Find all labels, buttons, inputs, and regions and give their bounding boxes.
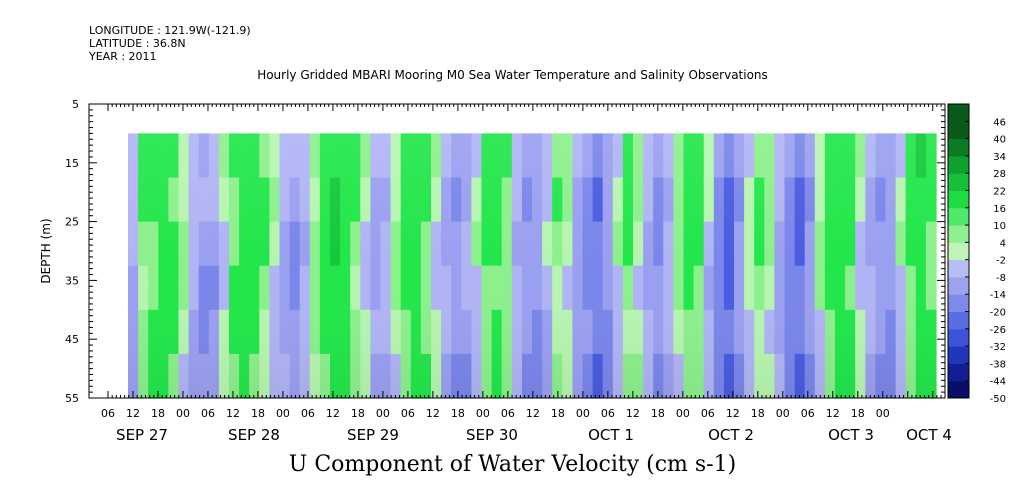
- x-axis: 06 12 18 00 06 12 18 00 06 12 18 00 06 12 18 00 06 12 18 00…: [101, 104, 952, 444]
- colorbar-tick-label: -38: [990, 359, 1006, 370]
- x-hour-label: 12: [826, 407, 840, 420]
- x-day-label: SEP 28: [228, 426, 280, 444]
- colorbar-tick-label: -44: [990, 377, 1006, 388]
- x-hour-label: 06: [501, 407, 515, 420]
- colorbar-swatch: [948, 138, 969, 157]
- heatmap-shading: [128, 133, 936, 398]
- colorbar-tick-label: 10: [993, 221, 1006, 232]
- x-hour-label: 12: [426, 407, 440, 420]
- x-hour-label: 12: [326, 407, 340, 420]
- colorbar-tick-label: 22: [993, 186, 1006, 197]
- x-hour-label: 00: [476, 407, 490, 420]
- y-axis: 5 15 25 35 45 55: [65, 98, 945, 405]
- colorbar-tick-label: -8: [996, 273, 1006, 284]
- colorbar-tick-label: 46: [993, 117, 1006, 128]
- chart-title: Hourly Gridded MBARI Mooring M0 Sea Wate…: [257, 68, 768, 82]
- colorbar-swatch: [948, 294, 969, 313]
- longitude-label: LONGITUDE : 121.9W(-121.9): [89, 24, 251, 37]
- colorbar-swatch: [948, 363, 969, 382]
- x-hour-label: 00: [776, 407, 790, 420]
- colorbar-frame: [947, 103, 970, 399]
- x-day-label: OCT 1: [588, 426, 634, 444]
- colorbar-tick-label: -50: [990, 394, 1006, 405]
- colorbar-swatch: [948, 155, 969, 174]
- colorbar-swatch: [948, 328, 969, 347]
- colorbar-tick-label: 34: [993, 152, 1006, 163]
- colorbar-tick-label: -2: [996, 256, 1006, 267]
- x-hour-label: 12: [626, 407, 640, 420]
- x-hour-label: 18: [451, 407, 465, 420]
- x-hour-label: 18: [251, 407, 265, 420]
- x-axis-label: U Component of Water Velocity (cm s-1): [288, 452, 737, 477]
- x-hour-label: 00: [576, 407, 590, 420]
- x-hour-label: 00: [676, 407, 690, 420]
- y-tick-label: 5: [72, 98, 79, 111]
- colorbar-tick-label: -14: [990, 290, 1006, 301]
- colorbar-tick-label: 4: [1000, 238, 1006, 249]
- colorbar-swatch: [948, 104, 969, 122]
- colorbar-swatch: [948, 173, 969, 191]
- colorbar-swatch: [948, 311, 969, 330]
- colorbar-swatch: [948, 225, 969, 243]
- colorbar-swatch: [948, 276, 969, 295]
- x-hour-label: 00: [376, 407, 390, 420]
- x-day-label: SEP 30: [466, 426, 518, 444]
- x-hour-label: 18: [751, 407, 765, 420]
- colorbar-swatch: [948, 207, 969, 226]
- colorbar-tick-label: -20: [990, 308, 1006, 319]
- x-hour-label: 06: [601, 407, 615, 420]
- y-axis-label: DEPTH (m): [39, 218, 53, 283]
- colorbar-swatch: [948, 259, 969, 278]
- x-hour-label: 06: [301, 407, 315, 420]
- x-day-label: OCT 4: [906, 426, 952, 444]
- x-hour-label: 00: [276, 407, 290, 420]
- colorbar-tick-label: 28: [993, 169, 1006, 180]
- colorbar: 46 40 34 28 22 16 10 4 -2 -8 -14 -20 -26 -32 -38 -44 -50: [947, 103, 1006, 405]
- x-hour-label: 06: [201, 407, 215, 420]
- x-hour-label: 12: [726, 407, 740, 420]
- x-day-label: SEP 27: [116, 426, 168, 444]
- x-hour-label: 06: [101, 407, 115, 420]
- x-hour-label: 00: [176, 407, 190, 420]
- colorbar-swatch: [948, 346, 969, 364]
- y-tick-label: 35: [65, 274, 79, 287]
- x-hour-label: 12: [226, 407, 240, 420]
- colorbar-tick-label: -32: [990, 342, 1006, 353]
- colorbar-swatch: [948, 190, 969, 209]
- colorbar-tick-label: 16: [993, 204, 1006, 215]
- y-tick-label: 55: [65, 392, 79, 405]
- colorbar-tick-label: 40: [993, 135, 1006, 146]
- x-hour-label: 18: [651, 407, 665, 420]
- colorbar-tick-label: -26: [990, 325, 1006, 336]
- x-day-label: OCT 3: [828, 426, 874, 444]
- colorbar-swatch: [948, 242, 969, 261]
- colorbar-swatch: [948, 380, 969, 399]
- x-day-label: OCT 2: [708, 426, 754, 444]
- y-tick-label: 25: [65, 216, 79, 229]
- x-hour-label: 12: [126, 407, 140, 420]
- x-hour-label: 00: [876, 407, 890, 420]
- x-hour-label: 12: [526, 407, 540, 420]
- colorbar-swatch: [948, 121, 969, 140]
- y-tick-label: 15: [65, 157, 79, 170]
- x-hour-label: 18: [151, 407, 165, 420]
- x-hour-label: 06: [801, 407, 815, 420]
- x-day-label: SEP 29: [347, 426, 399, 444]
- x-hour-label: 06: [701, 407, 715, 420]
- y-tick-label: 45: [65, 333, 79, 346]
- x-hour-label: 18: [851, 407, 865, 420]
- latitude-label: LATITUDE : 36.8N: [89, 37, 186, 50]
- x-hour-label: 18: [551, 407, 565, 420]
- x-hour-label: 06: [401, 407, 415, 420]
- year-label: YEAR : 2011: [89, 50, 157, 63]
- x-hour-label: 18: [351, 407, 365, 420]
